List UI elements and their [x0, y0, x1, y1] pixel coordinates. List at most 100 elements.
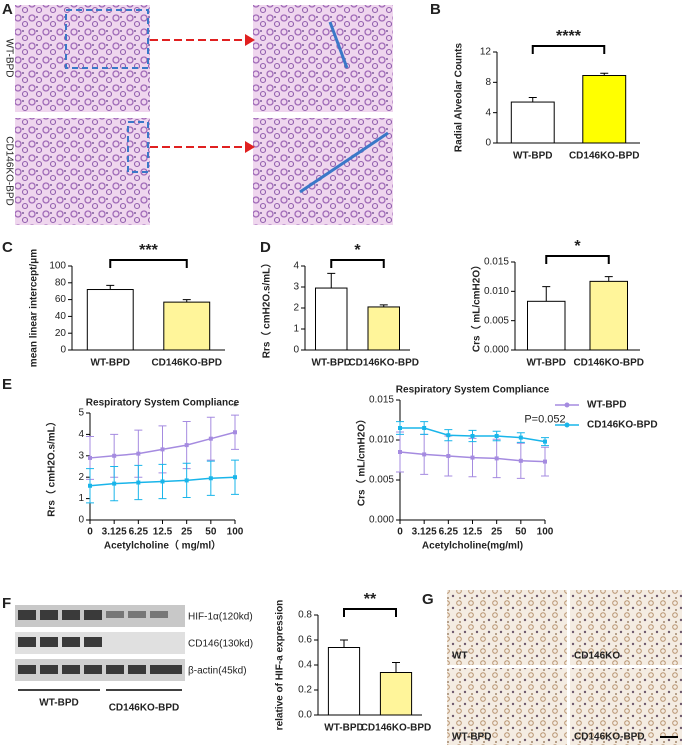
y-axis-label: Rrs（ cmH2O.s/mL）	[260, 258, 273, 359]
error-bar	[182, 299, 191, 303]
image-label: WT	[452, 651, 468, 662]
panel-letter: F	[2, 595, 11, 612]
y-tick-label: 0.015	[369, 395, 394, 406]
micrograph	[253, 5, 393, 112]
point	[422, 452, 427, 457]
ihc-image	[570, 668, 682, 745]
y-tick-label: 12	[480, 47, 492, 58]
significance-label: ****	[556, 28, 582, 45]
y-tick-label: 2	[293, 303, 299, 314]
x-tick-label: 3.125	[102, 527, 127, 538]
y-tick-label: 3	[293, 282, 299, 293]
point	[88, 483, 92, 488]
y-tick-label: 0.8	[298, 610, 312, 621]
y-axis-label: Crs（ mL/cmH2O）	[470, 260, 483, 352]
legend-marker	[564, 422, 570, 428]
y-tick-label: 0.000	[369, 515, 394, 526]
y-tick-label: 80	[55, 277, 67, 288]
error-bar	[379, 304, 388, 307]
panel-letter: D	[260, 239, 271, 256]
x-tick-label: 25	[491, 527, 503, 538]
point	[398, 426, 402, 430]
y-tick-label: 4	[78, 429, 84, 440]
x-tick-label: 12.5	[153, 527, 173, 538]
bar	[163, 301, 211, 351]
point	[446, 454, 451, 458]
point	[470, 455, 475, 460]
point	[184, 478, 189, 483]
group-label: CD146KO-BPD	[109, 703, 180, 714]
measure-line	[299, 131, 389, 194]
zoom-box	[65, 9, 149, 69]
significance-label: **	[364, 591, 377, 608]
legend-label: WT-BPD	[587, 400, 626, 411]
y-tick-label: 0.0	[298, 710, 312, 721]
y-tick-label: 1	[78, 493, 84, 504]
y-tick-label: 0	[60, 345, 66, 356]
point	[518, 435, 523, 440]
x-tick-label: 6.25	[129, 527, 149, 538]
error-bar	[600, 72, 609, 76]
point	[88, 455, 92, 460]
point	[518, 458, 523, 463]
image-label: CD146KO	[574, 651, 620, 662]
error-bar	[392, 662, 400, 673]
error-bar	[604, 276, 613, 282]
significance-bracket	[545, 255, 610, 264]
y-tick-label: 0.4	[298, 660, 312, 671]
image-label: WT-BPD	[452, 732, 491, 743]
x-tick-label: 0	[87, 527, 93, 538]
micrograph	[15, 5, 150, 112]
x-tick-label: WT-BPD	[312, 358, 351, 369]
y-tick-label: 20	[55, 328, 67, 339]
x-tick-label: 50	[515, 527, 527, 538]
error-bar	[106, 284, 115, 290]
point	[160, 447, 165, 452]
panel-letter: A	[2, 1, 13, 18]
bar	[379, 672, 413, 716]
x-tick-label: WT-BPD	[527, 358, 566, 369]
point	[543, 459, 547, 464]
point	[398, 450, 402, 454]
panel-letter: B	[430, 1, 441, 18]
y-tick-label: 0	[78, 515, 84, 526]
y-tick-label: 100	[49, 261, 66, 272]
x-axis-label: Acetylcholine（ mg/ml）	[104, 539, 221, 552]
micrograph	[15, 118, 150, 225]
significance-bracket	[531, 45, 606, 54]
x-tick-label: 100	[537, 527, 554, 538]
x-tick-label: 50	[205, 527, 217, 538]
point	[208, 436, 213, 441]
error-bar	[542, 286, 551, 302]
y-axis-label: mean linear intercept/μm	[29, 249, 40, 367]
arrow-head	[245, 34, 255, 46]
significance-bracket	[330, 259, 385, 268]
y-tick-label: 2	[78, 472, 84, 483]
legend-label: CD146KO-BPD	[587, 420, 658, 431]
bar	[327, 647, 361, 716]
y-tick-label: 0.015	[484, 257, 509, 268]
point	[136, 451, 141, 456]
point	[422, 426, 427, 430]
bar	[367, 306, 400, 351]
x-tick-label: 3.125	[412, 527, 437, 538]
point	[233, 475, 237, 480]
significance-bracket	[109, 259, 188, 268]
y-tick-label: 60	[55, 294, 67, 305]
zoom-box	[127, 121, 149, 173]
image-label: CD146KO-BPD	[574, 732, 645, 743]
error-bar	[528, 97, 537, 103]
point	[543, 439, 547, 444]
x-tick-label: CD146KO-BPD	[151, 358, 222, 369]
significance-label: ***	[139, 242, 158, 259]
y-tick-label: 1	[293, 324, 299, 335]
error-bar	[340, 639, 348, 648]
bar	[589, 280, 628, 351]
x-tick-label: CD146KO-BPD	[348, 358, 419, 369]
x-tick-label: 0	[397, 527, 403, 538]
point	[494, 456, 499, 461]
y-axis-label: Crs（ mL/cmH2O）	[355, 414, 368, 506]
point	[112, 481, 117, 486]
x-tick-label: WT-BPD	[324, 723, 363, 734]
